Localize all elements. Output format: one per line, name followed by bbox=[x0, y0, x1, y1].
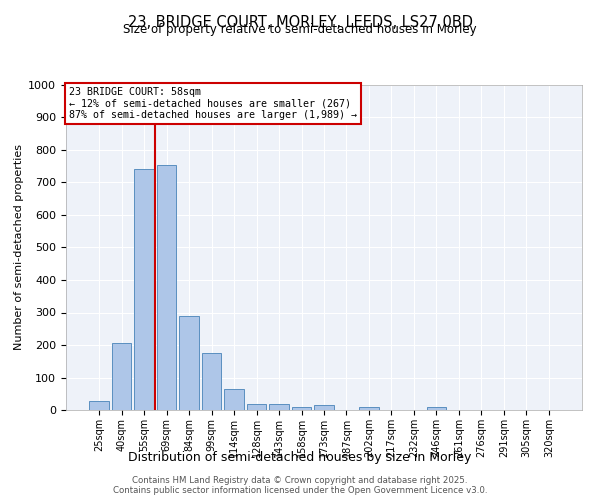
Bar bbox=[179, 316, 199, 410]
Bar bbox=[157, 164, 176, 410]
Text: 23, BRIDGE COURT, MORLEY, LEEDS, LS27 0BD: 23, BRIDGE COURT, MORLEY, LEEDS, LS27 0B… bbox=[128, 15, 473, 30]
Bar bbox=[134, 170, 154, 410]
Bar bbox=[269, 404, 289, 410]
Bar bbox=[89, 401, 109, 410]
Bar bbox=[359, 408, 379, 410]
Bar bbox=[314, 405, 334, 410]
Text: Size of property relative to semi-detached houses in Morley: Size of property relative to semi-detach… bbox=[123, 22, 477, 36]
Bar bbox=[112, 344, 131, 410]
Bar bbox=[224, 389, 244, 410]
Y-axis label: Number of semi-detached properties: Number of semi-detached properties bbox=[14, 144, 24, 350]
Text: 23 BRIDGE COURT: 58sqm
← 12% of semi-detached houses are smaller (267)
87% of se: 23 BRIDGE COURT: 58sqm ← 12% of semi-det… bbox=[68, 86, 356, 120]
Bar bbox=[247, 404, 266, 410]
Text: Distribution of semi-detached houses by size in Morley: Distribution of semi-detached houses by … bbox=[128, 451, 472, 464]
Bar bbox=[202, 353, 221, 410]
Text: Contains HM Land Registry data © Crown copyright and database right 2025.
Contai: Contains HM Land Registry data © Crown c… bbox=[113, 476, 487, 495]
Bar bbox=[427, 408, 446, 410]
Bar bbox=[292, 407, 311, 410]
